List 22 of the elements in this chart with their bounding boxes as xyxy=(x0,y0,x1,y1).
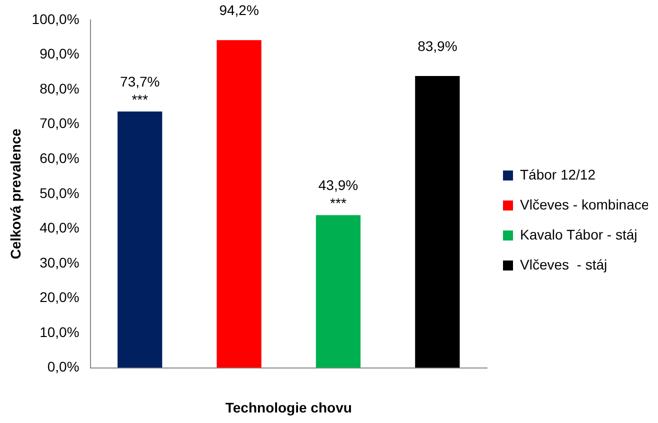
annotation: *** xyxy=(330,194,347,211)
y-axis-title: Celková prevalence xyxy=(7,128,24,260)
y-tick-label: 100,0% xyxy=(32,10,80,27)
y-tick-label: 50,0% xyxy=(40,184,80,201)
y-tick-label: 20,0% xyxy=(40,289,80,306)
y-tick-label: 70,0% xyxy=(40,115,80,132)
y-tick-label: 30,0% xyxy=(40,254,80,270)
legend-label: Kavalo Tábor - stáj xyxy=(520,226,638,242)
data-label: 83,9% xyxy=(418,38,458,54)
y-tick-label: 90,0% xyxy=(40,46,80,62)
y-tick-label: 40,0% xyxy=(40,220,80,236)
y-tick-label: 80,0% xyxy=(40,80,80,96)
y-tick-label: 60,0% xyxy=(40,150,80,166)
data-label: 73,7% xyxy=(120,73,160,90)
y-tick-label: 0,0% xyxy=(47,358,80,375)
y-tick-label: 10,0% xyxy=(40,324,80,340)
data-label: 94,2% xyxy=(219,2,259,18)
legend-label: Tábor 12/12 xyxy=(520,166,596,182)
legend-label: Vlčeves - stáj xyxy=(520,256,608,272)
x-axis-title: Technologie chovu xyxy=(225,399,352,416)
annotation: *** xyxy=(132,91,149,108)
data-label: 43,9% xyxy=(318,176,358,193)
